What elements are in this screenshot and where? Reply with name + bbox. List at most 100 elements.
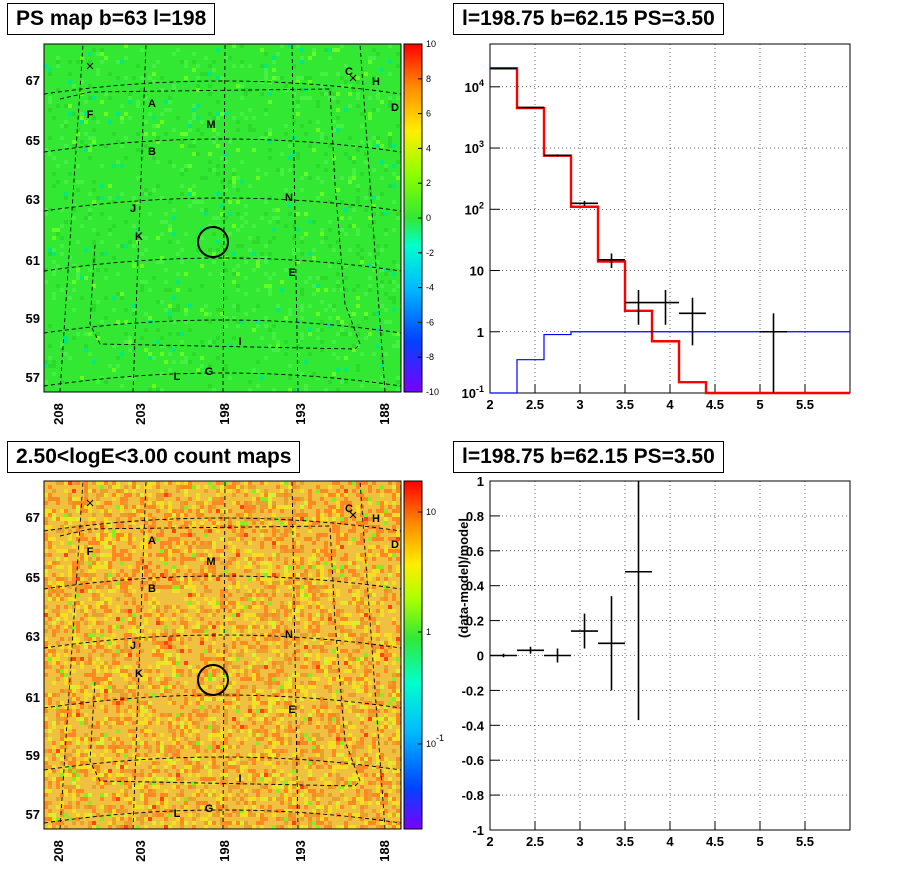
spectrum-title: l=198.75 b=62.15 PS=3.50 bbox=[453, 3, 724, 35]
source-label-f: F bbox=[87, 546, 94, 558]
y-tick-label: 61 bbox=[26, 253, 40, 268]
source-labels: A B C D E F G H I J K L M N bbox=[87, 62, 399, 383]
source-label-l: L bbox=[174, 808, 181, 820]
residual-point bbox=[544, 648, 571, 663]
source-label-d: D bbox=[391, 102, 399, 114]
y-tick-label: 1 bbox=[477, 474, 484, 489]
data-point bbox=[490, 67, 517, 70]
y-tick-label: 59 bbox=[26, 748, 40, 763]
y-tick-label: 63 bbox=[26, 629, 40, 644]
y-tick-label: 67 bbox=[26, 510, 40, 525]
x-tick-labels: 208 203 198 193 188 bbox=[51, 403, 392, 425]
colorbar-tick-label: -10 bbox=[426, 387, 439, 397]
x-tick-label: 2 bbox=[486, 397, 493, 412]
count-map-cells bbox=[44, 481, 401, 829]
residual-point bbox=[571, 613, 598, 649]
x-tick-label: 188 bbox=[377, 840, 392, 862]
source-label-g: G bbox=[205, 366, 214, 378]
source-labels: A B C D E F G H I J K L M N bbox=[87, 499, 399, 820]
colorbar-tick-label: -6 bbox=[426, 317, 434, 327]
ps-map-title: PS map b=63 l=198 bbox=[7, 3, 216, 35]
y-tick-label: -0.4 bbox=[462, 718, 485, 733]
source-label-a: A bbox=[148, 535, 156, 547]
x-tick-label: 203 bbox=[133, 403, 148, 425]
x-tick-label: 208 bbox=[51, 840, 66, 862]
source-label-n: N bbox=[285, 192, 293, 204]
source-label-j: J bbox=[130, 203, 136, 215]
x-tick-label: 2 bbox=[486, 834, 493, 849]
x-tick-label: 5.5 bbox=[796, 834, 814, 849]
colorbar-tick-label: 4 bbox=[426, 143, 431, 153]
x-tick-label: 3.5 bbox=[616, 397, 634, 412]
x-tick-labels: 208 203 198 193 188 bbox=[51, 840, 392, 862]
y-tick-labels: 10-1 1 10 102 103 104 bbox=[462, 78, 484, 401]
colorbar-tick-label: 10-1 bbox=[426, 733, 444, 749]
data-point bbox=[571, 200, 598, 207]
y-tick-label: -1 bbox=[472, 823, 484, 838]
colorbar-tick-label: 0 bbox=[426, 213, 431, 223]
colorbar-tick-label: 8 bbox=[426, 74, 431, 84]
source-label-n: N bbox=[285, 629, 293, 641]
x-tick-label: 3.5 bbox=[616, 834, 634, 849]
spectrum-series bbox=[490, 67, 850, 395]
source-label-c: C bbox=[345, 503, 353, 515]
y-tick-labels: 1 0.8 0.6 0.4 0.2 0 -0.2 -0.4 -0.6 -0.8 -1 bbox=[462, 474, 485, 838]
x-tick-label: 5 bbox=[756, 397, 763, 412]
background-step-line bbox=[490, 331, 850, 394]
residual-point bbox=[490, 653, 517, 658]
x-tick-label: 193 bbox=[293, 403, 308, 425]
source-label-j: J bbox=[130, 640, 136, 652]
y-tick-label: 103 bbox=[465, 139, 484, 156]
x-tick-label: 4.5 bbox=[706, 834, 724, 849]
residual-points bbox=[490, 481, 652, 721]
colorbar-tick-label: 6 bbox=[426, 109, 431, 119]
y-tick-label: 0.6 bbox=[466, 544, 484, 559]
colorbar-tick-label: 10 bbox=[426, 39, 436, 49]
data-point bbox=[760, 313, 787, 393]
source-label-g: G bbox=[205, 803, 214, 815]
colorbar-tick-label: 1 bbox=[426, 627, 431, 637]
colorbar-tick-label: -2 bbox=[426, 248, 434, 258]
colorbar-tick-labels: 10 1 10-1 bbox=[418, 507, 444, 749]
y-tick-label: 67 bbox=[26, 73, 40, 88]
colorbar-tick-label: 10 bbox=[426, 507, 436, 517]
y-tick-label: 102 bbox=[465, 200, 484, 217]
source-label-i: I bbox=[238, 336, 241, 348]
data-point bbox=[598, 253, 625, 268]
spectrum-panel: 2 2.5 3 3.5 4 4.5 5 5.5 10-1 1 10 102 103 104 bbox=[462, 43, 851, 412]
target-circle bbox=[197, 664, 229, 696]
y-tick-label: 0.4 bbox=[466, 579, 485, 594]
residual-title: l=198.75 b=62.15 PS=3.50 bbox=[453, 441, 724, 473]
data-point bbox=[679, 297, 706, 346]
x-tick-label: 193 bbox=[293, 840, 308, 862]
count-map-panel: A B C D E F G H I J K L M N 208 203 198 193 188 67 65 63 61 5… bbox=[26, 480, 444, 862]
y-tick-label: 10-1 bbox=[462, 384, 484, 401]
residual-point bbox=[517, 646, 544, 654]
y-tick-label: 1 bbox=[477, 325, 484, 340]
y-tick-labels: 67 65 63 61 59 57 bbox=[26, 73, 40, 385]
residual-y-axis-label: (data-model)/model bbox=[456, 518, 471, 638]
y-tick-labels: 67 65 63 61 59 57 bbox=[26, 510, 40, 822]
source-label-l: L bbox=[174, 371, 181, 383]
y-tick-label: 61 bbox=[26, 690, 40, 705]
y-tick-label: 104 bbox=[465, 78, 484, 95]
x-tick-label: 5.5 bbox=[796, 397, 814, 412]
colorbar-tick-labels: 10 8 6 4 2 0 -2 -4 -6 -8 -10 bbox=[418, 39, 439, 397]
source-label-e: E bbox=[288, 267, 295, 279]
x-tick-label: 3 bbox=[576, 834, 583, 849]
x-tick-label: 188 bbox=[377, 403, 392, 425]
source-label-b: B bbox=[148, 583, 156, 595]
residual-point bbox=[625, 481, 652, 721]
x-tick-label: 208 bbox=[51, 403, 66, 425]
y-tick-label: 0.2 bbox=[466, 614, 484, 629]
source-label-k: K bbox=[135, 231, 143, 243]
x-tick-label: 198 bbox=[217, 840, 232, 862]
count-map-coordinate-grid bbox=[44, 481, 401, 829]
count-colorbar bbox=[403, 480, 423, 830]
y-tick-label: -0.6 bbox=[462, 753, 484, 768]
residual-panel: 2 2.5 3 3.5 4 4.5 5 5.5 1 0.8 0.6 0.4 0.2 0 -0.2 -0.4 -… bbox=[456, 474, 851, 849]
colorbar-tick-label: 2 bbox=[426, 178, 431, 188]
residual-point bbox=[598, 596, 625, 691]
